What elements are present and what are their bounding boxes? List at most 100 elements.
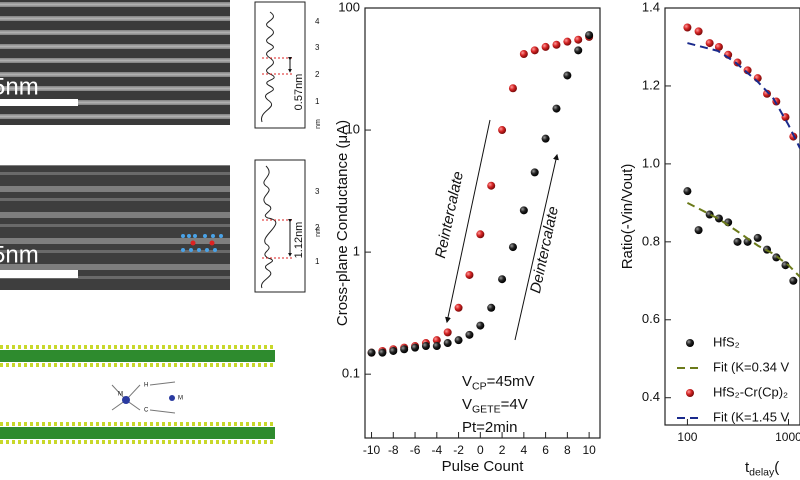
text-part: V	[462, 373, 472, 390]
x-tick-label: -10	[363, 443, 381, 457]
data-point	[763, 89, 772, 98]
data-point	[508, 84, 517, 93]
legend-label: HfS₂	[713, 334, 740, 349]
data-point	[694, 27, 703, 36]
data-point	[563, 71, 572, 80]
data-point	[487, 303, 496, 312]
structure-label: M	[118, 392, 123, 398]
profile-unit: nm	[315, 227, 322, 237]
x-tick-label: 2	[499, 443, 506, 457]
fit-line	[686, 201, 800, 278]
chart: 0.4 0.6 0.8 1.0 1.2 1.4 100 1000 Ratio(-Vin/Vout…	[619, 0, 800, 444]
data-point	[552, 40, 561, 49]
data-point	[781, 261, 790, 270]
x-tick-label: -6	[410, 443, 421, 457]
rich-text: VGETE=4V	[462, 396, 528, 415]
text-part: =4V	[501, 396, 528, 413]
y-tick-label: 1	[353, 244, 360, 259]
structure-label: M	[178, 396, 183, 402]
data-point	[411, 343, 420, 352]
y-tick-label: 1.4	[642, 0, 660, 14]
x-tick-label: 100	[677, 430, 697, 444]
y-tick-label: 0.4	[642, 389, 660, 404]
data-point	[574, 35, 583, 44]
structure-label: C	[144, 408, 149, 414]
rich-text: Pt=2min	[462, 419, 517, 436]
profile-tick: 3	[315, 43, 320, 52]
y-tick-label: 10	[346, 121, 360, 136]
text-part: t	[745, 459, 750, 476]
y-tick-label: 1.0	[642, 155, 660, 170]
data-point	[519, 206, 528, 215]
profile-tick: 1	[315, 257, 320, 266]
y-tick-label: 0.1	[342, 366, 360, 381]
data-point	[574, 46, 583, 55]
x-tick-label: -4	[431, 443, 442, 457]
x-axis-label: Pulse Count	[442, 458, 525, 475]
data-point	[753, 233, 762, 242]
data-point	[498, 126, 507, 135]
y-axis-label: Ratio(-Vin/Vout)	[619, 164, 636, 270]
y-tick-label: 1.2	[642, 77, 660, 92]
data-point	[585, 31, 594, 40]
x-tick-label: 10	[582, 443, 596, 457]
data-point	[378, 348, 387, 357]
data-point	[519, 49, 528, 58]
x-tick-label: 1000	[775, 430, 800, 444]
data-point	[476, 230, 485, 239]
profile-unit: nm	[315, 119, 322, 129]
plot-area	[683, 23, 800, 285]
data-point	[389, 346, 398, 355]
profile-tick: 2	[315, 70, 320, 79]
data-point	[530, 168, 539, 177]
spacing-label: 0.57nm	[293, 74, 305, 111]
annotation-arrows	[445, 119, 559, 341]
data-point	[498, 275, 507, 284]
rich-text: VCP=45mV	[462, 373, 535, 392]
legend-swatch	[686, 389, 694, 397]
data-point	[476, 321, 485, 330]
data-point	[705, 210, 714, 219]
x-tick-label: -2	[453, 443, 464, 457]
subscript: delay	[749, 466, 775, 478]
profile-tick: 4	[315, 17, 320, 26]
profile-tick: 2	[315, 223, 320, 232]
data-point	[530, 46, 539, 55]
plot-frame	[664, 7, 800, 426]
data-point	[563, 37, 572, 46]
scale-bar-label: 5nm	[0, 241, 39, 268]
data-point	[694, 226, 703, 235]
subscript: GETE	[472, 403, 501, 415]
legend-label: Fit (K=1.45 V	[713, 409, 790, 424]
data-point	[421, 342, 430, 351]
layer-structure: M H C M	[0, 345, 275, 444]
data-point	[733, 58, 742, 67]
tem-image-middle: 5nm	[0, 165, 230, 290]
data-point	[465, 330, 474, 339]
data-point	[454, 303, 463, 312]
data-point	[789, 276, 798, 285]
fit-line	[687, 42, 800, 149]
x-tick-label: 6	[542, 443, 549, 457]
y-tick-label: 100	[338, 0, 360, 14]
data-point	[714, 214, 723, 223]
data-point	[733, 237, 742, 246]
data-point	[705, 39, 714, 48]
y-tick-label: 0.8	[642, 233, 660, 248]
scale-bar-label: 5nm	[0, 73, 39, 100]
legend-label: HfS₂-Cr(Cp)₂	[713, 384, 788, 399]
x-tick-label: 4	[520, 443, 527, 457]
subscript: CP	[472, 380, 487, 392]
data-point	[552, 104, 561, 113]
data-point	[487, 181, 496, 190]
x-tick-label: -8	[388, 443, 399, 457]
text-part: =45mV	[487, 373, 535, 390]
data-point	[400, 345, 409, 354]
data-point	[432, 342, 441, 351]
annotation: Reintercalate	[432, 170, 467, 260]
data-point	[443, 339, 452, 348]
data-point	[443, 328, 452, 337]
data-point	[367, 348, 376, 357]
y-tick-label: 0.6	[642, 311, 660, 326]
